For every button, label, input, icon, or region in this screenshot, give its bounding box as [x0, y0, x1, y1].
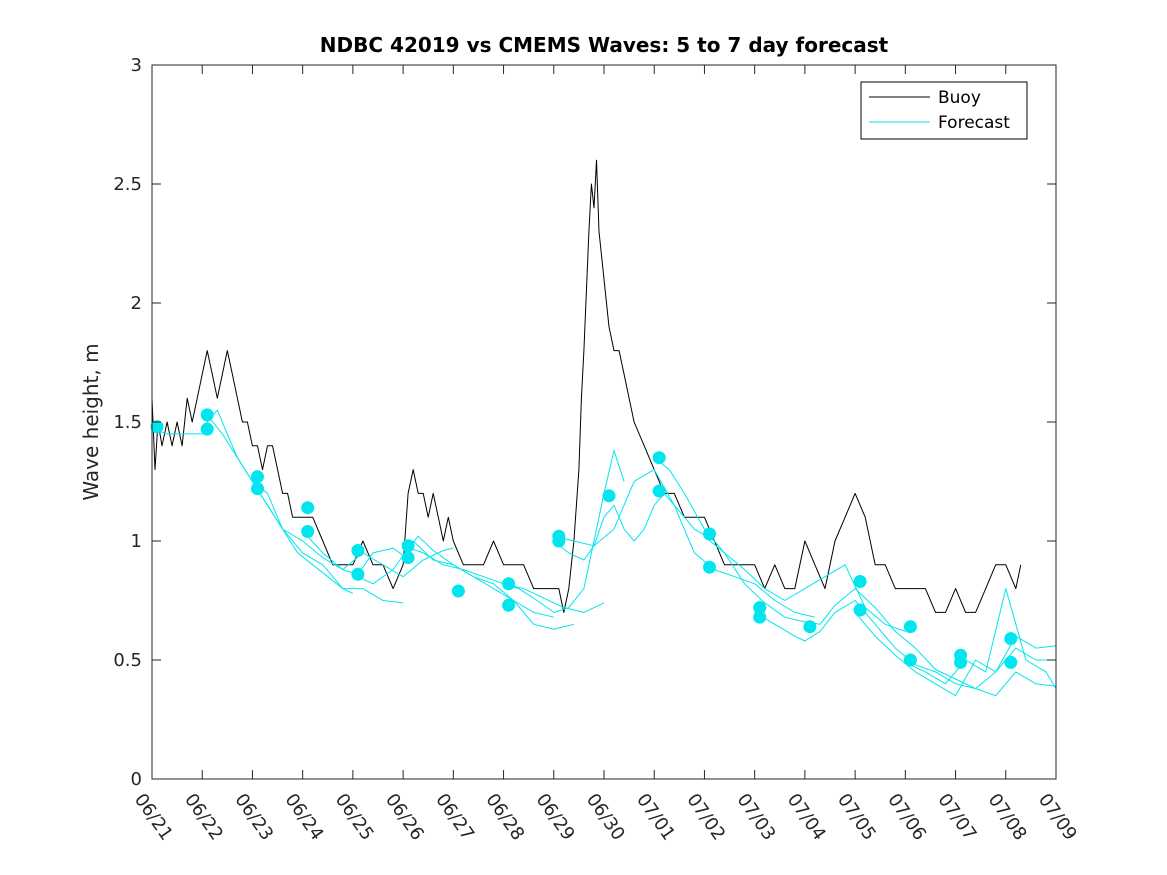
y-tick-label: 2 — [131, 293, 142, 314]
forecast-start-marker — [1004, 632, 1018, 646]
x-tick-label: 07/02 — [682, 790, 729, 845]
forecast-start-marker — [1004, 655, 1018, 669]
forecast-series-line-10 — [653, 457, 906, 632]
forecast-series-line-5 — [352, 540, 575, 630]
x-tick-label: 07/08 — [984, 790, 1031, 845]
forecast-series-line-7 — [503, 450, 625, 613]
y-tick-label: 1 — [131, 531, 142, 552]
x-tick-label: 06/27 — [431, 790, 478, 845]
forecast-start-marker — [954, 648, 968, 662]
forecast-start-marker — [753, 610, 767, 624]
chart-title: NDBC 42019 vs CMEMS Waves: 5 to 7 day fo… — [320, 33, 889, 57]
legend-label-forecast: Forecast — [938, 113, 1010, 133]
forecast-start-marker — [853, 575, 867, 588]
forecast-start-marker — [351, 544, 365, 557]
forecast-start-marker — [753, 601, 767, 615]
forecast-start-marker — [401, 551, 415, 565]
forecast-start-marker — [552, 534, 566, 548]
forecast-series-line-14 — [905, 588, 1057, 689]
forecast-series-line-9 — [553, 469, 816, 618]
y-axis-label: Wave height, m — [79, 343, 103, 500]
buoy-series-line — [151, 159, 1022, 613]
forecast-series-line-11 — [704, 535, 1057, 697]
x-tick-label: 06/26 — [381, 790, 428, 845]
forecast-start-marker — [903, 620, 917, 634]
forecast-series-line-3 — [251, 481, 454, 578]
x-tick-label: 06/28 — [481, 790, 528, 845]
x-tick-label: 07/06 — [883, 790, 930, 845]
x-tick-label: 07/09 — [1034, 790, 1081, 845]
forecast-start-marker — [401, 539, 415, 553]
forecast-start-marker — [903, 653, 917, 667]
forecast-start-marker — [301, 525, 315, 538]
forecast-start-marker — [251, 470, 264, 484]
forecast-start-marker — [251, 482, 264, 496]
forecast-start-marker — [703, 527, 716, 541]
series-layer — [151, 159, 1057, 697]
plot-area — [152, 65, 1056, 779]
forecast-start-marker — [803, 620, 817, 634]
x-tick-label: 07/05 — [833, 790, 880, 845]
forecast-start-marker — [301, 501, 315, 515]
forecast-start-marker — [602, 489, 616, 503]
forecast-start-marker — [853, 603, 867, 617]
y-tick-label: 1.5 — [113, 412, 142, 433]
forecast-start-marker — [200, 422, 214, 436]
forecast-start-marker — [451, 584, 465, 598]
legend: Buoy Forecast — [860, 81, 1028, 140]
x-tick-label: 06/30 — [582, 790, 629, 845]
forecast-start-marker — [652, 484, 666, 498]
legend-box — [860, 81, 1028, 140]
y-tick-label: 0.5 — [113, 650, 142, 671]
forecast-start-marker — [502, 577, 516, 591]
y-tick-label: 2.5 — [113, 174, 142, 195]
forecast-start-marker — [351, 567, 365, 581]
forecast-start-marker — [652, 451, 666, 465]
x-tick-label: 06/23 — [230, 790, 277, 845]
forecast-start-marker — [502, 598, 516, 612]
forecast-series-line-4 — [302, 531, 554, 618]
x-tick-label: 06/21 — [130, 790, 177, 845]
forecast-series-line-12 — [754, 600, 1056, 690]
legend-label-buoy: Buoy — [938, 88, 981, 108]
x-tick-label: 06/29 — [532, 790, 579, 845]
forecast-start-marker — [703, 560, 716, 574]
forecast-series-line-13 — [854, 612, 1057, 697]
forecast-start-marker — [200, 408, 214, 422]
x-tick-label: 06/22 — [180, 790, 227, 845]
x-tick-label: 07/04 — [783, 790, 830, 845]
x-tick-label: 06/25 — [331, 790, 378, 845]
x-tick-label: 06/24 — [281, 790, 328, 845]
forecast-series-line-2 — [206, 414, 404, 604]
x-tick-label: 07/01 — [632, 790, 679, 845]
y-tick-label: 3 — [131, 55, 142, 76]
x-tick-label: 07/03 — [733, 790, 780, 845]
marker-layer — [150, 408, 1018, 669]
forecast-start-marker — [150, 420, 164, 434]
x-tick-label: 07/07 — [933, 790, 980, 845]
y-tick-label: 0 — [131, 769, 142, 790]
